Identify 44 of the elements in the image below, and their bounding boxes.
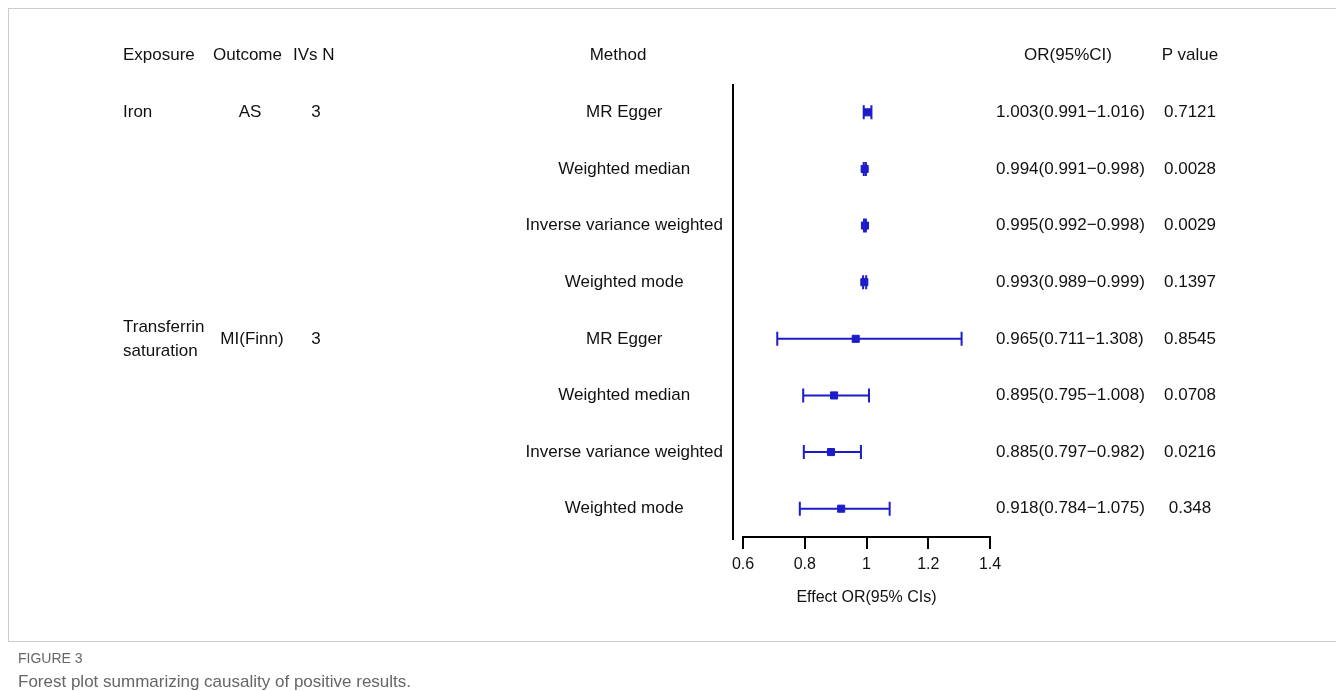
text: MI(Finn) [220, 328, 284, 348]
x-axis-title: Effect OR(95% CIs) [796, 587, 937, 605]
y-tick-label: Weighted median [558, 158, 691, 178]
x-tick-label: 1 [862, 555, 872, 573]
text: 0.1397 [1164, 271, 1216, 291]
x-tick-label: 1.2 [917, 555, 940, 573]
data-label: 0.885(0.797−0.982) [996, 441, 1145, 461]
text: OR(95%CI) [1024, 44, 1112, 64]
y-tick-label: MR Egger [585, 328, 663, 348]
text: 0.0216 [1164, 441, 1216, 461]
y-tick-label: Weighted median [558, 385, 691, 405]
text: 0.0029 [1164, 215, 1216, 235]
text: Method [589, 44, 647, 64]
text: 0.348 [1168, 498, 1212, 518]
data-label: 0.993(0.989−0.999) [996, 271, 1145, 291]
text: Outcome [213, 44, 282, 64]
data-label: 0.918(0.784−1.075) [996, 498, 1145, 518]
x-tick-label: 1.4 [978, 555, 1002, 573]
y-tick-label: Weighted mode [564, 271, 684, 291]
x-tick-label: 0.8 [793, 555, 816, 573]
data-label: 0.994(0.991−0.998) [996, 158, 1145, 178]
text: 0.7121 [1164, 102, 1216, 121]
data-label: 0.995(0.992−0.998) [996, 215, 1145, 235]
text: 0.0708 [1164, 385, 1216, 405]
text: 3 [311, 102, 321, 121]
y-tick-label: MR Egger [585, 102, 663, 121]
text: Exposure [123, 44, 195, 64]
data-label: 1.003(0.991−1.016) [996, 102, 1145, 121]
text: P value [1161, 44, 1219, 64]
text: Forest plot summarizing causality of positive results. [18, 672, 412, 691]
text: 0.8545 [1164, 328, 1216, 348]
y-tick-label: Inverse variance weighted [525, 441, 724, 461]
text: IVs N [293, 44, 335, 64]
text: Transferrin saturation [123, 316, 205, 360]
data-label: 0.965(0.711−1.308) [996, 328, 1144, 348]
x-tick-label: 0.6 [731, 555, 755, 573]
data-label: 0.895(0.795−1.008) [996, 385, 1145, 405]
text: 0.0028 [1164, 158, 1216, 178]
text: 3 [311, 328, 321, 348]
text: AS [238, 102, 262, 121]
y-tick-label: Weighted mode [564, 498, 684, 518]
caption: FIGURE 3 [18, 650, 83, 666]
y-tick-label: Inverse variance weighted [525, 215, 724, 235]
text: Iron [123, 102, 153, 121]
